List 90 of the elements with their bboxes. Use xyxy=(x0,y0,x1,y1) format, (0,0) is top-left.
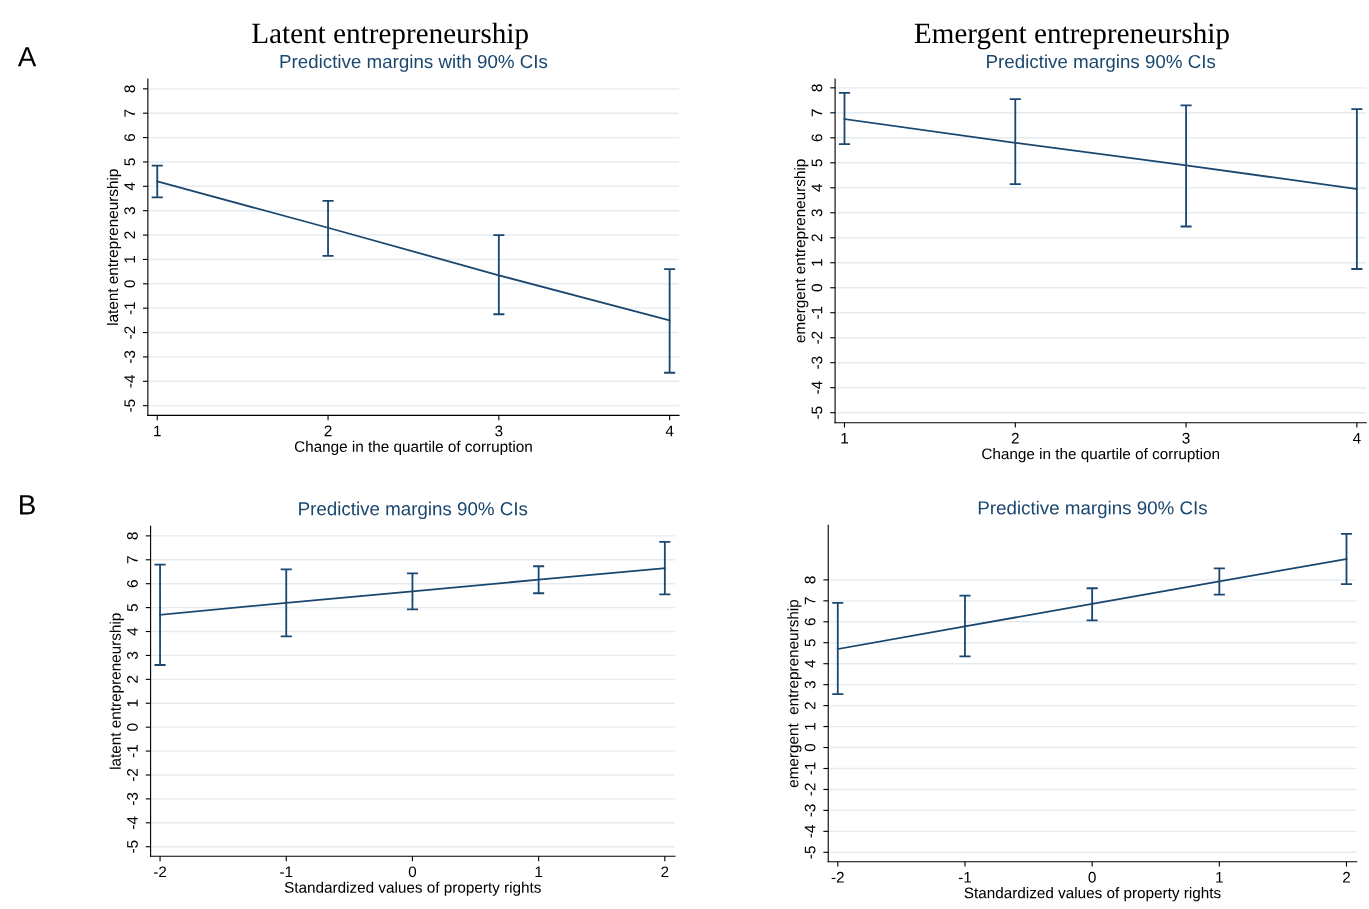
y-tick-label: 8 xyxy=(811,84,823,92)
y-tick-label: -2 xyxy=(127,768,138,782)
x-tick-label: 4 xyxy=(1352,432,1361,444)
y-tick-label: -3 xyxy=(804,804,816,817)
y-tick-label: 7 xyxy=(127,556,138,564)
x-tick-label: 1 xyxy=(535,866,543,878)
y-tick-label: 6 xyxy=(127,580,138,588)
y-tick-label: 7 xyxy=(124,109,135,117)
y-tick-label: 1 xyxy=(804,723,816,730)
chart-title: Predictive margins 90% CIs xyxy=(978,500,1207,519)
x-tick-label: 1 xyxy=(841,432,848,444)
x-tick-label: 1 xyxy=(154,425,161,437)
y-axis-title: latent entrepreneurship xyxy=(109,613,124,769)
y-tick-label: -1 xyxy=(124,302,135,315)
y-tick-label: 4 xyxy=(124,182,135,191)
x-tick-label: 2 xyxy=(1343,871,1350,883)
y-tick-label: 3 xyxy=(811,209,823,217)
y-tick-label: 0 xyxy=(127,723,138,731)
y-tick-label: -1 xyxy=(127,745,138,758)
y-tick-label: 0 xyxy=(811,284,823,292)
y-tick-label: 5 xyxy=(127,604,138,612)
text: Emergent entrepreneurship xyxy=(914,22,1229,50)
y-tick-label: -4 xyxy=(127,816,138,829)
x-axis-title: Change in the quartile of corruption xyxy=(294,440,532,456)
y-tick-label: 5 xyxy=(804,639,816,647)
x-tick-label: 0 xyxy=(408,866,417,878)
x-axis-title: Standardized values of property rights xyxy=(284,881,541,896)
y-tick-label: -4 xyxy=(804,825,816,838)
x-tick-label: 3 xyxy=(1182,432,1190,444)
text: B xyxy=(20,495,35,515)
y-tick-label: 4 xyxy=(127,627,138,636)
y-tick-label: 5 xyxy=(811,159,823,167)
x-tick-label: -2 xyxy=(831,871,844,883)
y-tick-label: 8 xyxy=(124,85,136,93)
x-tick-label: -2 xyxy=(153,866,167,878)
x-tick-label: -1 xyxy=(280,866,293,878)
y-tick-label: 4 xyxy=(804,659,816,668)
y-tick-label: 2 xyxy=(124,231,135,239)
x-tick-label: 2 xyxy=(1011,432,1019,444)
y-tick-label: 3 xyxy=(124,207,136,215)
x-tick-label: 2 xyxy=(661,866,669,878)
y-tick-label: 2 xyxy=(811,234,823,242)
x-axis-title: Change in the quartile of corruption xyxy=(982,448,1220,463)
y-tick-label: -3 xyxy=(127,792,138,806)
y-tick-label: 2 xyxy=(127,675,138,683)
x-tick-label: -1 xyxy=(958,872,972,883)
y-tick-label: 1 xyxy=(127,699,138,707)
chart-title: Predictive margins 90% CIs xyxy=(299,501,528,520)
y-tick-label: 6 xyxy=(124,134,136,142)
x-tick-label: 0 xyxy=(1088,871,1096,883)
y-tick-label: 7 xyxy=(811,109,823,117)
text: A xyxy=(17,47,37,67)
y-tick-label: -5 xyxy=(127,840,138,853)
y-tick-label: 6 xyxy=(811,134,823,142)
y-tick-label: 0 xyxy=(804,743,816,752)
y-axis-title: latent entrepreneurship xyxy=(106,169,122,325)
y-tick-label: 1 xyxy=(811,259,823,266)
y-tick-label: 1 xyxy=(124,255,135,263)
y-tick-label: -1 xyxy=(804,762,816,775)
y-tick-label: -5 xyxy=(124,399,136,412)
y-axis-title: emergent entrepreneurship xyxy=(787,599,802,788)
x-tick-label: 4 xyxy=(665,425,674,437)
chart-title: Predictive margins with 90% CIs xyxy=(280,54,548,72)
y-tick-label: 6 xyxy=(804,618,816,626)
y-tick-label: 3 xyxy=(127,651,138,660)
x-tick-label: 2 xyxy=(324,425,332,437)
chart-title: Predictive margins 90% CIs xyxy=(987,54,1216,72)
y-tick-label: 0 xyxy=(124,280,136,288)
y-axis-title: emergent entrepreneurship xyxy=(794,159,809,343)
y-tick-label: -4 xyxy=(811,381,823,394)
y-tick-label: 5 xyxy=(124,158,136,166)
x-tick-label: 3 xyxy=(495,425,503,437)
y-tick-label: 4 xyxy=(811,183,823,192)
y-tick-label: 8 xyxy=(804,576,816,584)
y-tick-label: -4 xyxy=(124,374,135,388)
y-tick-label: -5 xyxy=(804,846,816,859)
y-tick-label: -5 xyxy=(811,406,823,419)
y-tick-label: -2 xyxy=(124,326,135,339)
y-tick-label: -1 xyxy=(811,306,823,319)
y-tick-label: 7 xyxy=(804,597,816,605)
text: Latent entrepreneurship xyxy=(252,22,528,50)
y-tick-label: 2 xyxy=(804,702,816,710)
x-axis-title: Standardized values of property rights xyxy=(964,887,1221,902)
y-tick-label: -2 xyxy=(811,331,823,344)
x-tick-label: 1 xyxy=(1216,872,1223,883)
y-tick-label: 8 xyxy=(127,532,138,540)
y-tick-label: -2 xyxy=(804,783,816,796)
y-tick-label: -3 xyxy=(811,356,823,369)
y-tick-label: -3 xyxy=(124,350,136,364)
y-tick-label: 3 xyxy=(804,681,816,689)
